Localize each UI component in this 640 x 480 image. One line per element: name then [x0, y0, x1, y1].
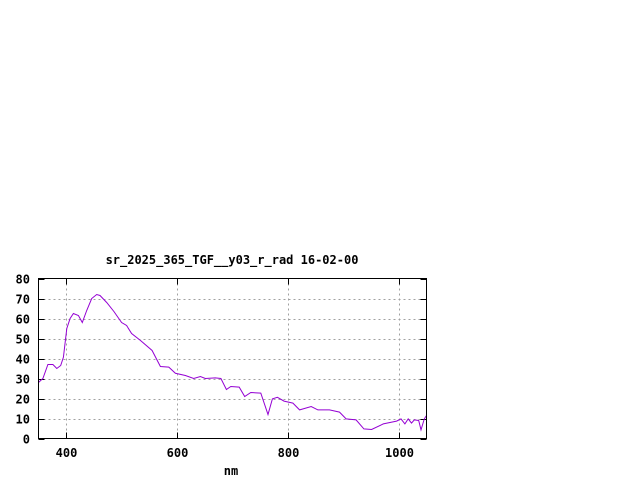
x-tick-labels: 400 600 800 1000 [56, 446, 414, 460]
y-tick-label: 10 [16, 413, 30, 427]
y-tick-label: 20 [16, 393, 30, 407]
x-tick-label: 600 [167, 446, 189, 460]
y-tick-label: 60 [16, 313, 30, 327]
series-line [38, 293, 427, 432]
plot-frame [38, 278, 427, 439]
ticks [38, 278, 427, 440]
x-tick-label: 800 [278, 446, 300, 460]
y-tick-label: 70 [16, 293, 30, 307]
chart-title: sr_2025_365_TGF__y03_r_rad 16-02-00 [106, 253, 359, 268]
x-axis-label: nm [224, 464, 238, 478]
y-tick-label: 30 [16, 373, 30, 387]
grid [38, 278, 427, 439]
y-tick-label: 80 [16, 273, 30, 287]
x-tick-label: 1000 [385, 446, 414, 460]
y-tick-label: 40 [16, 353, 30, 367]
x-tick-label: 400 [56, 446, 78, 460]
y-tick-label: 50 [16, 333, 30, 347]
y-tick-label: 0 [23, 433, 30, 447]
y-tick-labels: 0 10 20 30 40 50 60 70 80 [16, 273, 30, 447]
